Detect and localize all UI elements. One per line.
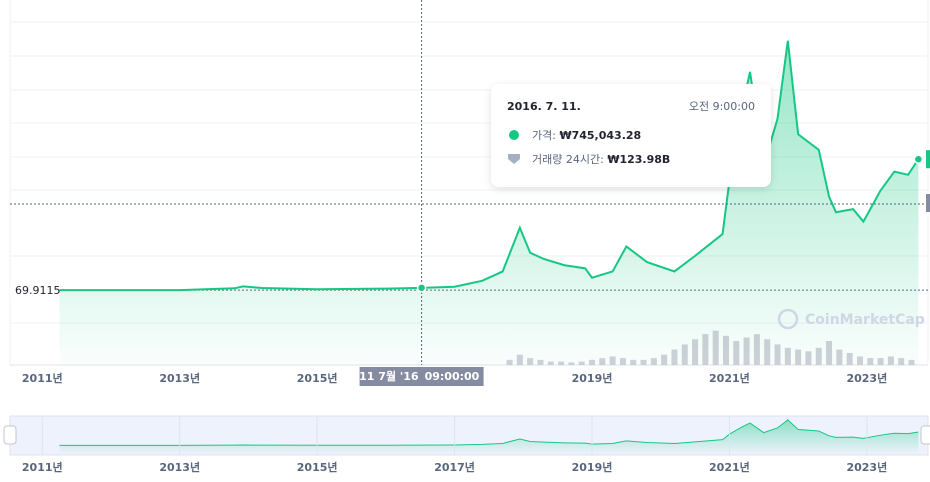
crosshair-label-bg bbox=[359, 367, 484, 386]
tooltip-volume-icon bbox=[508, 154, 520, 164]
tooltip-date: 2016. 7. 11. bbox=[507, 100, 581, 113]
tooltip: 2016. 7. 11. 오전 9:00:00 가격: ₩745,043.28 … bbox=[491, 84, 771, 187]
navigator-tick-label: 2021년 bbox=[709, 460, 750, 474]
navigator-handle-left[interactable] bbox=[3, 425, 17, 445]
last-point bbox=[913, 154, 924, 164]
tooltip-box bbox=[491, 84, 771, 187]
x-tick-label: 2023년 bbox=[846, 371, 887, 385]
crosshair-time: 09:00:00 bbox=[425, 370, 480, 383]
navigator-area bbox=[59, 419, 919, 453]
navigator-tick-label: 2019년 bbox=[572, 460, 613, 474]
price-line bbox=[59, 40, 920, 292]
watermark-text: CoinMarketCap bbox=[805, 312, 925, 328]
navigator-tick-label: 2015년 bbox=[297, 460, 338, 474]
tooltip-time: 오전 9:00:00 bbox=[689, 100, 755, 113]
watermark: CoinMarketCap bbox=[777, 308, 925, 330]
x-tick-label: 2015년 bbox=[297, 371, 338, 385]
hover-point bbox=[416, 283, 427, 293]
tooltip-volume-row: 거래량 24시간: ₩123.98B bbox=[532, 153, 670, 166]
navigator-tick-label: 2017년 bbox=[434, 460, 475, 474]
crosshair-date: 11 7월 '16 bbox=[359, 369, 419, 383]
x-tick-label: 2021년 bbox=[709, 371, 750, 385]
tooltip-price: ₩745,043.28 bbox=[559, 129, 641, 142]
navigator-tick-label: 2011년 bbox=[22, 460, 63, 474]
crosshair-tab bbox=[926, 194, 930, 212]
navigator-chart bbox=[59, 419, 919, 453]
x-tick-label: 2011년 bbox=[22, 371, 63, 385]
tooltip-price-label: 가격: bbox=[532, 129, 556, 142]
price-area bbox=[59, 40, 919, 365]
tooltip-volume: ₩123.98B bbox=[607, 153, 670, 166]
navigator-tick-label: 2023년 bbox=[846, 460, 887, 474]
tooltip-price-row: 가격: ₩745,043.28 bbox=[532, 129, 641, 142]
price-chart: 69.9115 bbox=[10, 40, 930, 365]
tooltip-price-dot bbox=[509, 130, 519, 140]
navigator-handle-right[interactable] bbox=[920, 425, 930, 445]
reference-label: 69.9115 bbox=[15, 284, 61, 297]
navigator-line bbox=[59, 419, 919, 446]
x-tick-label: 2013년 bbox=[159, 371, 200, 385]
tooltip-volume-label: 거래량 24시간: bbox=[532, 153, 604, 166]
navigator-tick-label: 2013년 bbox=[159, 460, 200, 474]
price-tab bbox=[926, 150, 930, 169]
reference-label-bg bbox=[10, 282, 60, 299]
x-tick-label: 2019년 bbox=[572, 371, 613, 385]
